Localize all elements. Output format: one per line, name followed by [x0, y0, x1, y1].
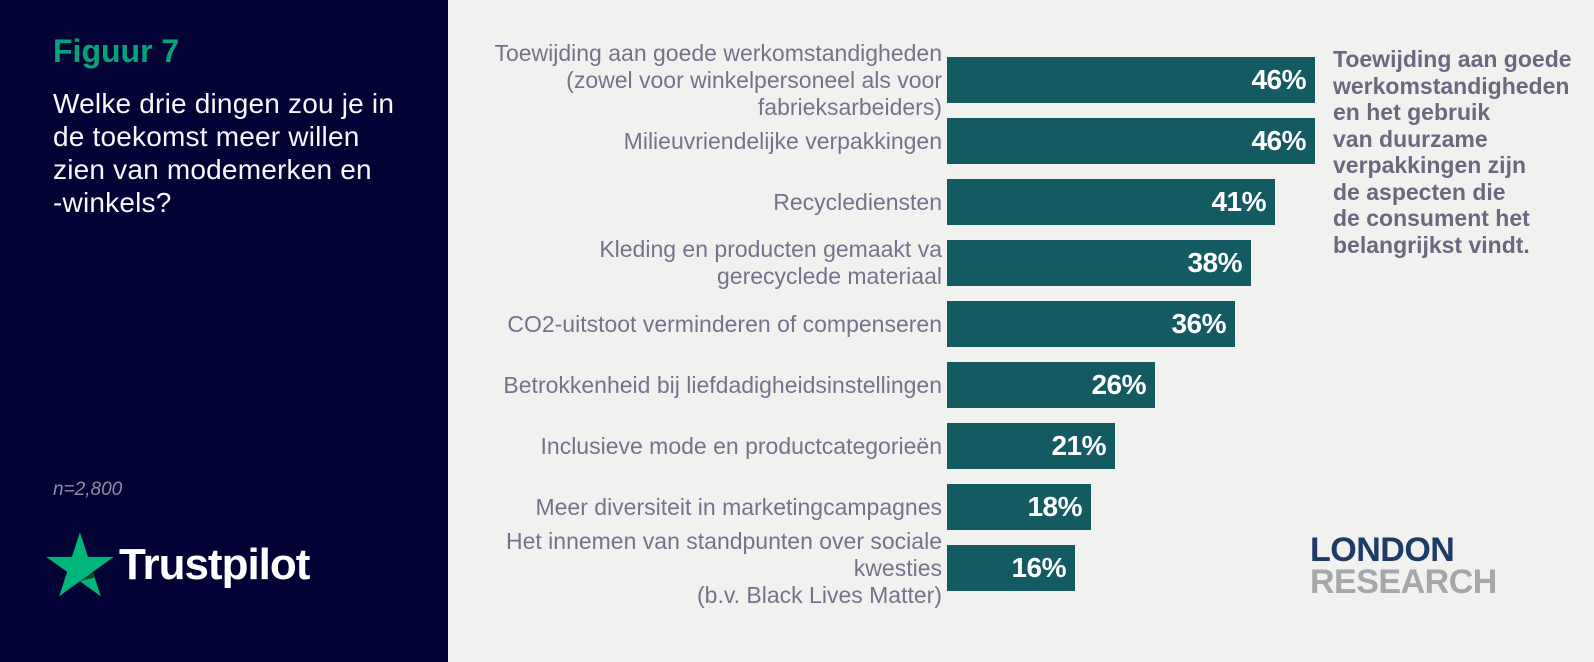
bar-value-label: 41% — [1211, 186, 1266, 217]
chart-row: Inclusieve mode en productcategorieën 21% — [448, 423, 1594, 469]
bar: 46% — [947, 57, 1315, 103]
bar-value-label: 46% — [1251, 125, 1306, 156]
category-label: Recyclediensten — [773, 188, 942, 215]
bar: 26% — [947, 362, 1155, 408]
bar: 46% — [947, 118, 1315, 164]
left-panel: Figuur 7 Welke drie dingen zou je in de … — [0, 0, 448, 662]
london-logo-line2: RESEARCH — [1310, 563, 1497, 601]
category-label: Meer diversiteit in marketingcampagnes — [535, 493, 942, 520]
bar-value-label: 26% — [1091, 369, 1146, 400]
bar-value-label: 18% — [1027, 491, 1082, 522]
sample-size: n=2,800 — [53, 479, 123, 500]
category-label: Toewijding aan goede werkomstandigheden … — [494, 39, 942, 120]
trustpilot-logo: Trustpilot — [46, 531, 310, 597]
bar: 18% — [947, 484, 1091, 530]
chart-row: Kleding en producten gemaakt va gerecycl… — [448, 236, 1594, 289]
category-label: Milieuvriendelijke verpakkingen — [623, 127, 942, 154]
bar: 21% — [947, 423, 1115, 469]
bar-value-label: 36% — [1171, 308, 1226, 339]
category-label: Betrokkenheid bij liefdadigheidsinstelli… — [503, 371, 942, 398]
bar-value-label: 16% — [1011, 552, 1066, 583]
bar-chart: Toewijding aan goede werkomstandigheden … — [448, 40, 1594, 608]
chart-row: Recyclediensten 41% — [448, 179, 1594, 225]
figure-label: Figuur 7 — [53, 33, 180, 69]
london-logo-line1: LONDON — [1310, 531, 1455, 569]
bar: 36% — [947, 301, 1235, 347]
bar: 38% — [947, 240, 1251, 286]
bar-value-label: 21% — [1051, 430, 1106, 461]
london-research-logo: LONDON RESEARCH — [1310, 531, 1497, 601]
chart-row: CO2-uitstoot verminderen of compenseren 3… — [448, 301, 1594, 347]
category-label: Inclusieve mode en productcategorieën — [540, 432, 942, 459]
chart-panel: Toewijding aan goede werkomstandigheden … — [448, 0, 1594, 662]
trustpilot-wordmark: Trustpilot — [119, 540, 310, 589]
trustpilot-star-icon — [46, 532, 114, 597]
chart-row: Toewijding aan goede werkomstandigheden … — [448, 40, 1594, 120]
category-label: CO2-uitstoot verminderen of compenseren — [507, 310, 942, 337]
chart-row: Het innemen van standpunten over sociale… — [448, 528, 1594, 608]
category-label: Het innemen van standpunten over sociale… — [505, 527, 942, 608]
chart-row: Meer diversiteit in marketingcampagnes 18… — [448, 484, 1594, 530]
chart-row: Betrokkenheid bij liefdadigheidsinstelli… — [448, 362, 1594, 408]
chart-question-title: Welke drie dingen zou je in de toekomst … — [53, 88, 395, 218]
chart-row: Milieuvriendelijke verpakkingen 46% — [448, 118, 1594, 164]
bar: 41% — [947, 179, 1275, 225]
bar-value-label: 38% — [1187, 247, 1242, 278]
bar: 16% — [947, 545, 1075, 591]
category-label: Kleding en producten gemaakt va gerecycl… — [599, 236, 942, 289]
summary-callout: Toewijding aan goede werkomstandigheden … — [1333, 46, 1572, 258]
bar-value-label: 46% — [1251, 64, 1306, 95]
